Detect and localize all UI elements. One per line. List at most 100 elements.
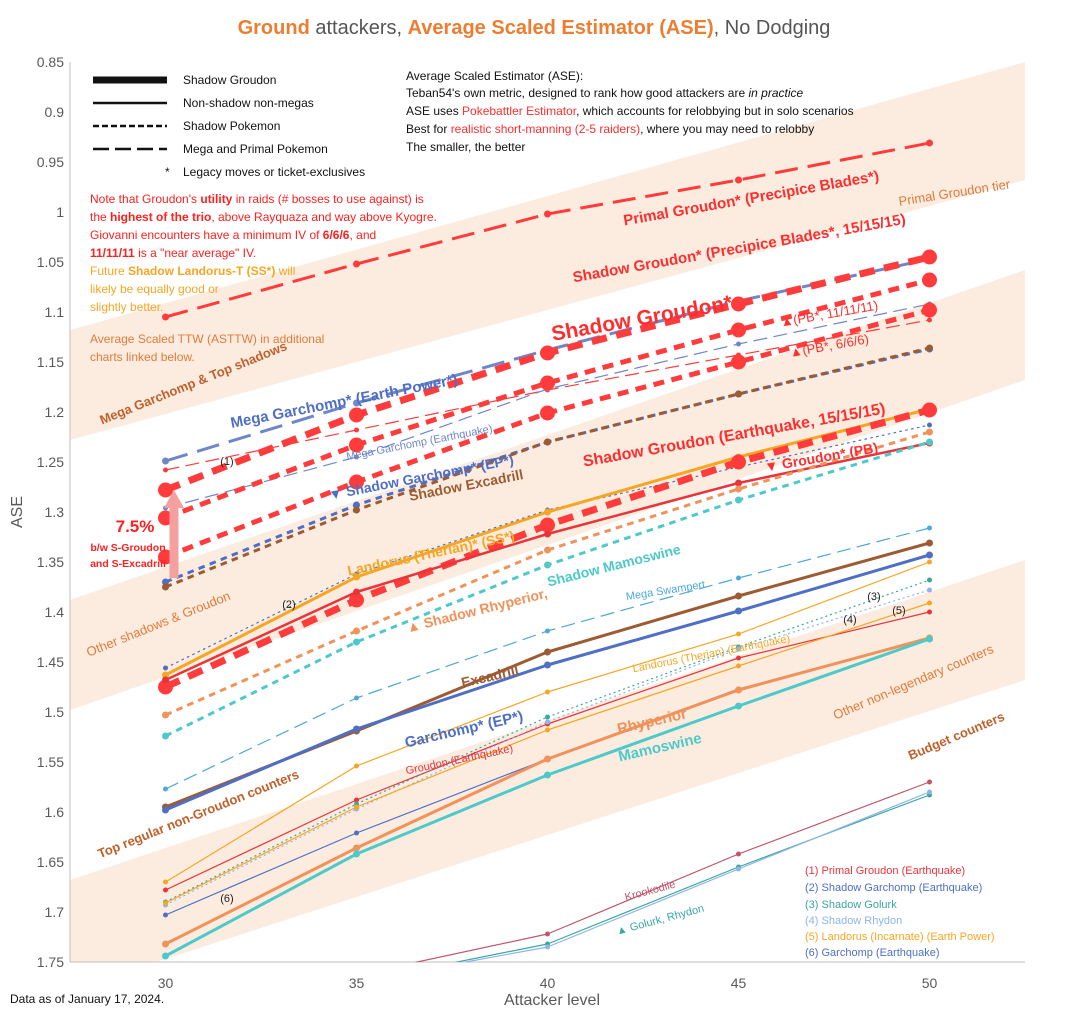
series-point xyxy=(927,779,932,785)
numbered-note-5: (5) Landorus (Incarnate) (Earth Power) xyxy=(805,931,995,943)
y-tick-label: 1 xyxy=(56,204,64,220)
series-point xyxy=(927,577,932,583)
series-point xyxy=(354,804,359,810)
ase-info-line-2: Teban54's own metric, designed to rank h… xyxy=(406,86,804,100)
series-point xyxy=(922,249,937,265)
series-point xyxy=(162,806,169,814)
y-tick-label: 1.6 xyxy=(45,804,65,820)
ase-info-line-5: The smaller, the better xyxy=(406,140,525,154)
series-point xyxy=(545,719,550,725)
series-point xyxy=(544,210,551,218)
y-tick-label: 1.75 xyxy=(37,954,64,970)
series-point xyxy=(544,755,551,763)
series-point xyxy=(162,676,169,684)
series-point xyxy=(731,354,746,370)
series-point xyxy=(735,485,742,493)
series-point xyxy=(353,725,360,733)
series-point xyxy=(354,427,359,433)
series-point xyxy=(926,635,933,643)
series-point xyxy=(926,428,933,436)
legend-label-3: Mega and Primal Pokemon xyxy=(183,142,328,156)
y-tick-label: 1.5 xyxy=(45,704,65,720)
series-point xyxy=(735,702,742,710)
series-point xyxy=(544,438,551,446)
series-point xyxy=(162,711,169,719)
series-point xyxy=(927,422,932,428)
series-point xyxy=(158,679,173,695)
series-point xyxy=(162,940,169,948)
series-line xyxy=(165,424,930,669)
series-point xyxy=(735,686,742,694)
series-point xyxy=(349,474,364,490)
series-point xyxy=(735,390,742,398)
y-tick-label: 0.85 xyxy=(37,54,64,70)
y-tick-label: 1.25 xyxy=(37,454,64,470)
label-num-3: (3) xyxy=(867,591,880,603)
series-point xyxy=(927,559,932,565)
x-axis-label: Attacker level xyxy=(504,992,600,1009)
series-point xyxy=(163,665,168,671)
ase-info-line-3: ASE uses Pokebattler Estimator, which ac… xyxy=(406,104,854,118)
series-point xyxy=(354,695,359,701)
x-tick-label: 30 xyxy=(158,975,174,991)
footer-note: Data as of January 17, 2024. xyxy=(10,992,164,1006)
series-point xyxy=(162,313,169,321)
label-pb-11: ▲(PB*, 11/11/11) xyxy=(779,298,879,330)
ase-info-line-1: Average Scaled Estimator (ASE): xyxy=(406,69,583,83)
series-point xyxy=(736,663,741,669)
series-point xyxy=(163,1010,168,1014)
series-point xyxy=(158,482,173,498)
x-tick-label: 35 xyxy=(349,975,365,991)
y-tick-label: 1.45 xyxy=(37,654,64,670)
note-line-1: Note that Groudon's utility in raids (# … xyxy=(90,192,424,206)
series-point xyxy=(353,506,360,514)
series-point xyxy=(163,879,168,885)
x-tick-label: 45 xyxy=(731,975,747,991)
series-point xyxy=(353,399,360,407)
x-tick-label: 40 xyxy=(540,975,556,991)
series-point xyxy=(545,727,550,733)
series-point xyxy=(735,592,742,600)
y-tick-label: 1.1 xyxy=(45,304,65,320)
legend-note: Legacy moves or ticket-exclusives xyxy=(183,165,365,179)
numbered-notes: (1) Primal Groudon (Earthquake) (2) Shad… xyxy=(805,865,995,959)
series-point xyxy=(544,508,551,516)
series-point xyxy=(926,438,933,446)
series-point xyxy=(926,551,933,559)
series-point xyxy=(926,139,933,147)
y-tick-label: 1.7 xyxy=(45,904,65,920)
y-tick-label: 1.05 xyxy=(37,254,64,270)
series-point xyxy=(353,260,360,268)
legend-note-marker: * xyxy=(165,165,170,179)
series-point xyxy=(544,661,551,669)
series-point xyxy=(736,575,741,581)
label-num-6: (6) xyxy=(220,893,233,905)
series-point xyxy=(353,627,360,635)
series-point xyxy=(922,402,937,418)
series-point xyxy=(540,345,555,361)
numbered-note-1: (1) Primal Groudon (Earthquake) xyxy=(805,865,965,877)
label-excadrill: Excadrill xyxy=(460,662,520,691)
series-point xyxy=(927,600,932,606)
y-tick-label: 0.9 xyxy=(45,104,65,120)
title-part-ase: Average Scaled Estimator (ASE) xyxy=(408,17,714,39)
y-axis-label: ASE xyxy=(9,496,26,528)
note-line-4: 11/11/11 is a "near average" IV. xyxy=(90,246,256,260)
series-point xyxy=(349,437,364,453)
label-mega-garchomp-eq: Mega Garchomp (Earthquake) xyxy=(345,423,493,463)
legend-label-0: Shadow Groudon xyxy=(183,73,276,87)
series-point xyxy=(353,501,360,509)
title-part-ground: Ground xyxy=(238,17,310,39)
series-point xyxy=(545,714,550,720)
series-point xyxy=(353,844,360,852)
series-point xyxy=(163,786,168,792)
series-point xyxy=(545,931,550,937)
tier-band xyxy=(70,62,1025,440)
series-point xyxy=(735,176,742,184)
series-point xyxy=(926,344,933,352)
axes: 0.85 0.9 0.95 1 1.05 1.1 1.15 1.2 1.25 1.3 1.35 1.4… xyxy=(9,54,1025,1009)
series-layer xyxy=(158,139,937,1014)
series-point xyxy=(544,530,551,538)
series-line xyxy=(164,277,931,521)
